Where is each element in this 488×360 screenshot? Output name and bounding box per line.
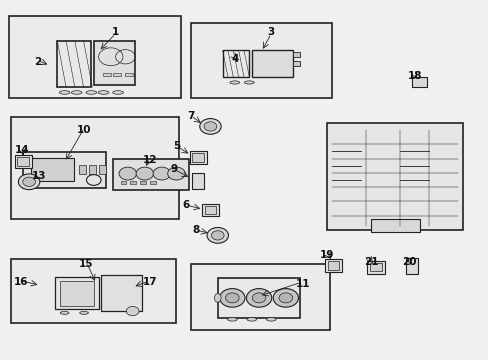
Circle shape (225, 293, 239, 303)
Ellipse shape (98, 91, 109, 94)
Bar (23, 153, 106, 188)
Ellipse shape (229, 81, 239, 84)
Bar (217, 278, 300, 318)
Bar (327, 261, 339, 270)
Text: 7: 7 (187, 111, 194, 121)
Circle shape (203, 122, 216, 131)
Text: 1: 1 (112, 27, 119, 37)
Bar (406, 258, 417, 274)
Text: 15: 15 (79, 259, 94, 269)
Bar (55, 277, 99, 309)
Circle shape (273, 289, 298, 307)
Bar (369, 263, 381, 271)
Circle shape (211, 231, 224, 240)
Ellipse shape (113, 91, 123, 94)
Text: 5: 5 (172, 141, 180, 151)
Text: 21: 21 (363, 257, 377, 267)
Circle shape (246, 289, 271, 307)
Bar (11, 117, 179, 219)
Text: 6: 6 (182, 200, 189, 210)
Ellipse shape (214, 294, 221, 302)
Bar (292, 61, 300, 66)
Bar (94, 41, 135, 85)
Bar (125, 73, 132, 76)
Ellipse shape (244, 81, 254, 84)
Bar (30, 158, 74, 181)
Ellipse shape (86, 91, 97, 94)
Circle shape (206, 228, 228, 243)
Ellipse shape (266, 318, 276, 321)
Text: 18: 18 (407, 71, 421, 81)
Bar (140, 181, 145, 184)
Circle shape (167, 167, 185, 180)
Text: 17: 17 (142, 277, 157, 287)
Bar (130, 181, 136, 184)
Bar (149, 181, 155, 184)
Bar (324, 259, 342, 272)
Ellipse shape (246, 318, 256, 321)
Bar (113, 73, 120, 76)
Bar (89, 165, 96, 174)
Bar (120, 181, 126, 184)
Text: 10: 10 (77, 125, 91, 135)
Text: 16: 16 (14, 277, 28, 287)
Bar (189, 151, 206, 164)
Bar (99, 165, 106, 174)
Bar (204, 206, 216, 214)
Ellipse shape (60, 311, 69, 314)
Bar (101, 275, 142, 311)
Text: 8: 8 (192, 225, 199, 235)
Bar (251, 50, 292, 77)
Text: 4: 4 (231, 54, 238, 64)
Bar (57, 41, 91, 87)
Circle shape (119, 167, 136, 180)
Text: 2: 2 (34, 57, 41, 67)
Bar (292, 52, 300, 58)
Bar (15, 156, 32, 168)
Bar (222, 50, 249, 77)
Circle shape (200, 118, 221, 134)
Ellipse shape (59, 91, 70, 94)
Bar (201, 203, 219, 216)
Text: 12: 12 (142, 156, 157, 165)
Bar (18, 157, 29, 166)
Bar (191, 264, 329, 330)
Bar (366, 261, 384, 274)
Text: 9: 9 (170, 164, 177, 174)
Ellipse shape (227, 318, 237, 321)
Bar (326, 123, 462, 230)
Circle shape (23, 177, 35, 186)
Circle shape (219, 289, 244, 307)
Bar (11, 258, 176, 323)
Text: 19: 19 (319, 250, 334, 260)
Circle shape (153, 167, 170, 180)
Text: 3: 3 (267, 27, 274, 37)
Bar (192, 153, 203, 162)
Circle shape (252, 293, 265, 303)
Text: 14: 14 (15, 145, 29, 155)
Text: 11: 11 (295, 279, 309, 289)
Circle shape (279, 293, 292, 303)
Bar (191, 23, 331, 98)
Circle shape (126, 306, 139, 316)
Bar (411, 77, 426, 87)
Bar (103, 73, 111, 76)
Bar (370, 219, 419, 232)
Ellipse shape (80, 311, 88, 314)
Bar (192, 173, 203, 189)
Bar (9, 16, 181, 98)
Text: 20: 20 (402, 257, 416, 267)
Bar (60, 281, 94, 306)
Ellipse shape (71, 91, 82, 94)
Circle shape (136, 167, 153, 180)
Text: 13: 13 (32, 171, 46, 181)
Circle shape (19, 174, 40, 190)
Bar (113, 159, 188, 190)
Bar (79, 165, 86, 174)
